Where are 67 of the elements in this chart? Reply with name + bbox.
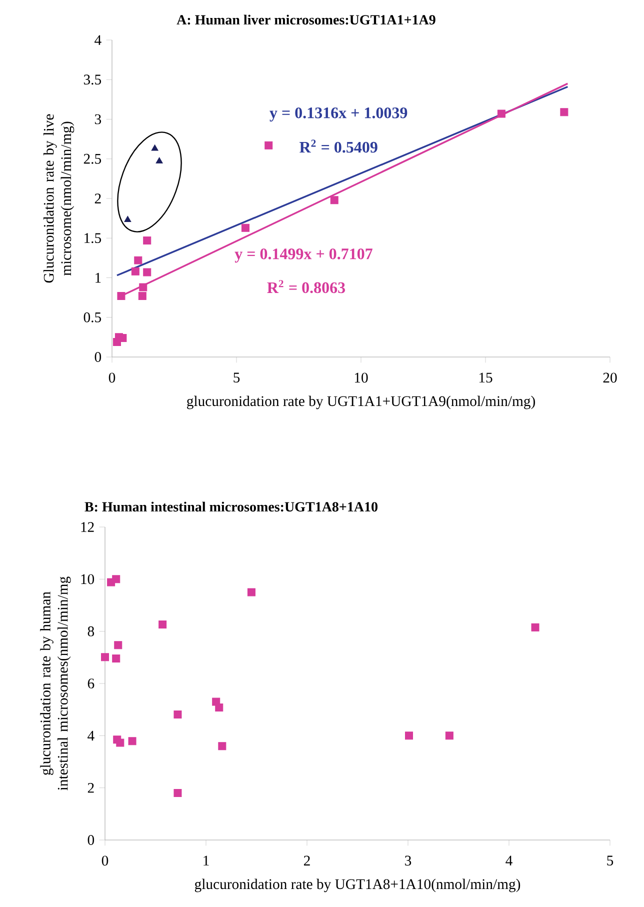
x-tick-label: 5 xyxy=(234,372,240,382)
point xyxy=(112,654,120,662)
y-tick-label: 2 xyxy=(94,194,101,204)
point xyxy=(560,108,568,116)
point xyxy=(445,732,454,740)
y-tick-label: 3.5 xyxy=(84,74,102,85)
annotation: y = 0.1316x + 1.0039 xyxy=(270,107,408,122)
text: R$^{2}$ = 0.5409 xyxy=(300,140,378,153)
x-tick-label: 3 xyxy=(405,856,412,866)
point xyxy=(138,292,146,300)
chart-title: B: Human intestinal microsomes:UGT1A8+1A10 xyxy=(84,502,378,512)
point xyxy=(134,256,142,264)
point xyxy=(112,575,120,584)
y-tick-label: 4 xyxy=(88,730,94,740)
y-axis-title: Glucuronidation rate by live microsome(nmol/min/mg) xyxy=(43,114,74,283)
x-tick-label: 10 xyxy=(354,372,368,383)
point xyxy=(218,742,226,750)
point xyxy=(247,588,256,596)
point xyxy=(215,703,224,712)
point xyxy=(264,141,273,150)
annotation: y = 0.1499x + 0.7107 xyxy=(234,248,372,263)
point xyxy=(101,653,110,662)
y-axis-title: glucuronidation rate by human intestinal microsomes(nmol/min/mg xyxy=(40,576,71,790)
point xyxy=(158,620,167,629)
x-tick-label: 2 xyxy=(304,856,310,866)
point xyxy=(156,157,163,164)
x-axis-title: glucuronidation rate by UGT1A1+UGT1A9(nmol/min/mg) xyxy=(187,396,535,410)
x-axis-title: glucuronidation rate by UGT1A8+1A10(nmol/min/mg) xyxy=(194,878,520,892)
y-tick-label: 1.5 xyxy=(84,233,102,244)
x-tick-label: 4 xyxy=(506,856,512,866)
y-tick-label: 3 xyxy=(94,114,102,124)
point xyxy=(131,267,140,276)
point xyxy=(405,732,414,740)
y-tick-label: 0 xyxy=(94,352,102,362)
y-tick-label: 2 xyxy=(88,782,94,793)
y-tick-label: 4 xyxy=(94,35,102,45)
text: R$^{2}$ = 0.8063 xyxy=(267,280,345,294)
point xyxy=(117,292,126,300)
y-tick-label: 2.5 xyxy=(84,154,102,164)
x-tick-label: 1 xyxy=(204,856,209,866)
point xyxy=(151,144,158,151)
point xyxy=(174,789,182,798)
x-tick-label: 15 xyxy=(479,372,492,383)
y-tick-label: 6 xyxy=(88,678,94,688)
chart-title: A: Human liver microsomes:UGT1A1+1A9 xyxy=(176,14,436,25)
x-tick-label: 20 xyxy=(603,372,617,383)
y-tick-label: 1 xyxy=(96,272,101,283)
point xyxy=(497,110,506,118)
x-tick-label: 0 xyxy=(102,856,108,866)
point xyxy=(241,224,250,232)
x-tick-label: 0 xyxy=(108,372,116,383)
point xyxy=(114,641,122,650)
y-tick-label: 10 xyxy=(81,574,94,584)
y-tick-label: 0 xyxy=(88,835,94,845)
point xyxy=(174,710,182,719)
x-tick-label: 5 xyxy=(607,856,614,866)
point xyxy=(143,268,152,276)
y-tick-label: 8 xyxy=(88,626,94,636)
y-tick-label: 12 xyxy=(81,522,94,532)
y-tick-label: 0.5 xyxy=(84,312,102,322)
point xyxy=(116,738,124,747)
point xyxy=(139,283,148,292)
point xyxy=(330,196,338,204)
point xyxy=(143,236,152,244)
point xyxy=(531,623,540,632)
point xyxy=(128,737,136,746)
point xyxy=(124,216,132,222)
